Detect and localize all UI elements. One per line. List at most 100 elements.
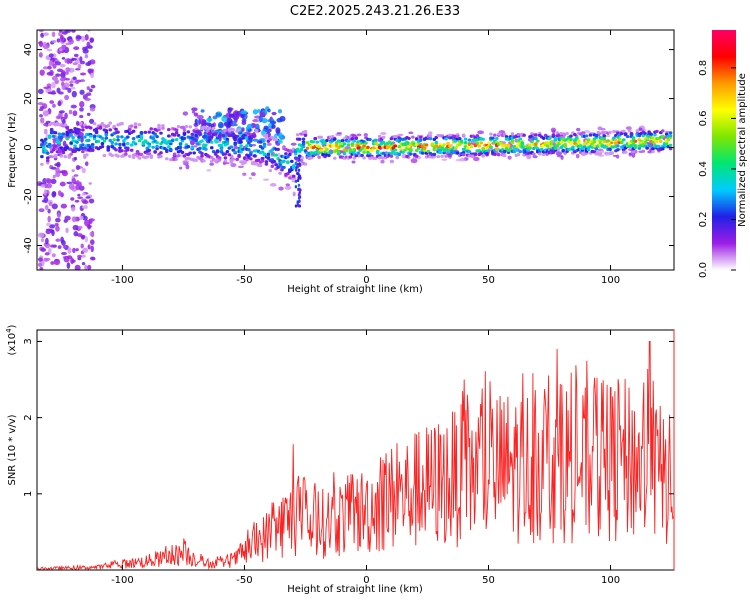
spectrogram-cell [53, 131, 58, 135]
spectrogram-cell [297, 183, 301, 187]
spectrogram-cell [225, 142, 230, 146]
spectrogram-cell [137, 156, 142, 160]
spectrogram-cell [263, 125, 269, 130]
spectrogram-cell [351, 160, 356, 164]
spectrogram-cell [81, 261, 86, 266]
spectrogram-cell [268, 168, 273, 173]
spectrogram-cell [245, 144, 249, 148]
spectrogram-cell [77, 138, 81, 142]
spectrogram-cell [401, 150, 405, 154]
spectrogram-cell [159, 151, 163, 155]
spectrogram-cell [202, 159, 206, 163]
spectrogram-cell [198, 157, 202, 161]
spectrogram-cell [80, 243, 84, 249]
spectrogram-cell [621, 138, 626, 142]
spectrogram-cell [47, 155, 55, 159]
spectrogram-cell [182, 111, 189, 116]
spectrogram-cell [514, 147, 519, 152]
spectrogram-cell [346, 143, 351, 147]
spectrogram-cell [66, 255, 73, 260]
spectrogram-cell [47, 65, 52, 70]
spectrogram-cell [252, 154, 257, 158]
spectrogram-cell [493, 152, 497, 156]
spectrogram-cell [282, 145, 286, 149]
spectrogram-cell [193, 112, 199, 117]
spectrogram-cell [50, 82, 56, 89]
spectrogram-cell [204, 126, 208, 130]
spectrogram-cell [71, 169, 75, 173]
spectrogram-cell [67, 247, 72, 254]
spectrogram-cell [637, 146, 642, 150]
spectrogram-cell [114, 142, 118, 146]
spectrogram-cell [83, 155, 87, 159]
spectrogram-cell [79, 72, 87, 76]
spectrogram-cell [65, 71, 69, 75]
spectrogram-cell [194, 139, 198, 143]
spectrogram-cell [606, 139, 610, 143]
spectrogram-cell [89, 107, 96, 112]
spectrogram-cell [65, 145, 70, 150]
spectrogram-cell [296, 203, 300, 207]
spectrogram-cell [239, 140, 243, 144]
spectrogram-cell [631, 150, 636, 154]
spectrogram-cell [403, 148, 407, 152]
spectrogram-cell [194, 118, 198, 125]
spectrogram-cell [104, 136, 109, 140]
spectrogram-cell [489, 132, 493, 136]
spectrogram-cell [217, 156, 222, 160]
spectrogram-cell [176, 124, 181, 129]
spectrogram-cell [479, 141, 483, 145]
spectrogram-cell [628, 152, 632, 156]
spectrogram-cell [297, 168, 301, 172]
spectrogram-cell [64, 112, 68, 120]
spectrogram-cell [46, 178, 52, 184]
spectrogram-cell [276, 147, 280, 151]
spectrogram-cell [90, 148, 95, 152]
spectrogram-cell [46, 83, 52, 88]
spectrogram-cell [58, 30, 63, 33]
spectrogram-cell [45, 161, 50, 165]
spectrogram-cell [39, 114, 43, 118]
spectrogram-cell [68, 109, 73, 115]
spectrogram-x-tick-label: 50 [482, 275, 495, 286]
spectrogram-x-tick-label: -50 [236, 275, 252, 286]
spectrogram-cell [348, 155, 353, 159]
spectrogram-cell [608, 142, 612, 147]
spectrogram-cell [534, 145, 538, 149]
spectrogram-cell [295, 133, 300, 137]
spectrogram-cell [444, 137, 448, 141]
spectrogram-cell [467, 138, 472, 142]
spectrogram-cell [461, 133, 466, 137]
spectrogram-cell [65, 132, 70, 137]
spectrogram-cell [76, 233, 83, 238]
spectrogram-cell [366, 145, 370, 149]
spectrogram-cell [96, 139, 101, 143]
spectrogram-cell [422, 148, 427, 152]
spectrogram-cell [578, 132, 583, 136]
spectrogram-cell [405, 154, 409, 159]
spectrogram-cell [230, 163, 237, 168]
spectrogram-cell [373, 138, 378, 142]
spectrogram-cell [47, 208, 51, 214]
spectrogram-cell [428, 137, 433, 141]
spectrogram-cell [461, 153, 466, 157]
spectrogram-cell [182, 132, 187, 137]
spectrogram-cell [487, 141, 491, 145]
spectrogram-cell [545, 144, 550, 148]
spectrogram-cell [67, 87, 72, 94]
spectrogram-cell [73, 46, 80, 51]
spectrogram-cell [248, 157, 253, 161]
spectrogram-cell [37, 232, 45, 238]
spectrogram-cell [70, 104, 77, 109]
spectrogram-cell [274, 153, 278, 157]
spectrogram-cell [77, 63, 82, 69]
spectrogram-cell [81, 205, 88, 209]
spectrogram-cell [46, 48, 53, 52]
spectrogram-cell [653, 133, 657, 137]
spectrogram-cell [73, 149, 77, 153]
spectrogram-cell [604, 151, 608, 155]
spectrogram-y-tick-label: 0 [23, 144, 34, 150]
spectrogram-cell [261, 118, 268, 124]
spectrogram-cell [102, 139, 107, 143]
spectrogram-cell [182, 160, 189, 164]
